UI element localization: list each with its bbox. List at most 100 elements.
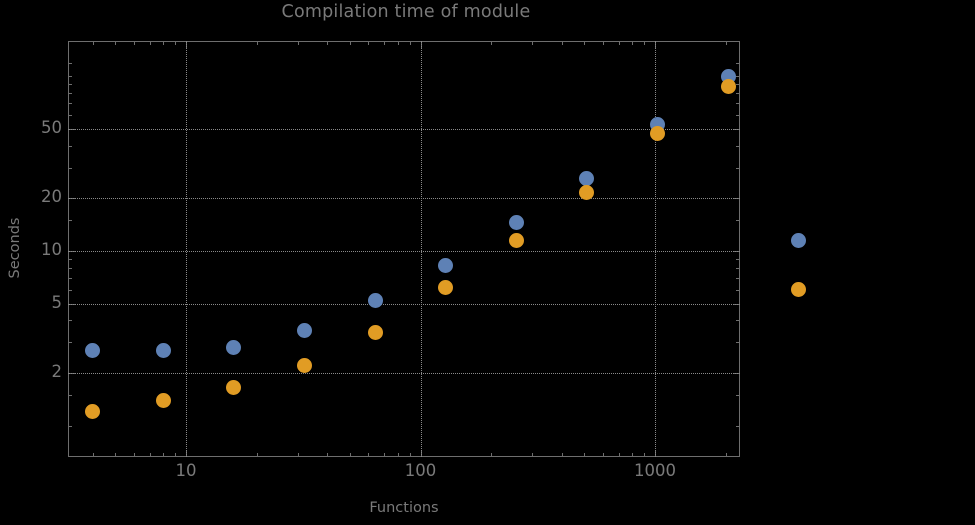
x-axis-minor-tick-top [409,41,411,45]
x-axis-minor-tick [532,453,534,457]
x-axis-minor-tick [133,453,135,457]
gridline-horizontal [68,128,740,130]
x-axis-minor-tick-top [175,41,177,45]
x-axis-minor-tick-top [618,41,620,45]
gridline-horizontal [68,251,740,252]
x-axis-minor-tick [384,453,386,457]
plot-frame [68,41,740,457]
data-point [296,323,312,339]
x-axis-minor-tick [175,453,177,457]
x-axis-minor-tick [149,453,151,457]
y-axis-minor-tick [68,62,72,64]
y-axis-minor-tick-right [736,93,740,95]
gridline-vertical [186,41,187,457]
x-axis-minor-tick-top [632,41,634,45]
data-point [155,392,171,408]
x-axis-minor-tick-top [644,41,646,45]
x-axis-minor-tick [561,453,563,457]
y-axis-minor-tick [68,394,72,396]
y-axis-tick-label: 20 [41,187,62,207]
y-axis-minor-tick-right [736,145,740,147]
y-axis-minor-tick [68,289,72,291]
y-axis-tick-label: 5 [51,292,63,312]
gridline-horizontal [68,373,740,375]
gridlines-layer [68,41,740,457]
data-point [720,78,736,94]
x-axis-minor-tick [115,453,117,457]
data-point [791,282,807,298]
x-axis-minor-tick-top [327,41,329,45]
x-axis-minor-tick [397,453,399,457]
data-point [226,380,242,396]
y-axis-minor-tick [68,167,72,169]
y-axis-minor-tick-right [736,342,740,344]
x-axis-minor-tick-top [602,41,604,45]
x-axis-minor-tick-top [491,41,493,45]
x-axis-minor-tick [602,453,604,457]
data-point [226,340,242,356]
x-axis-minor-tick-top [92,41,94,45]
x-axis-minor-tick [491,453,493,457]
data-point [508,215,524,231]
y-axis-minor-tick [68,425,72,427]
y-axis-tick-label: 10 [41,240,62,259]
y-axis-minor-tick-right [736,289,740,291]
gridline-horizontal [68,198,740,200]
y-axis-minor-tick-right [736,62,740,64]
gridline-vertical [420,41,422,457]
x-axis-minor-tick [368,453,370,457]
x-axis-minor-tick-top [133,41,135,45]
gridline-vertical [655,41,656,457]
y-axis-minor-tick-right [736,394,740,396]
y-axis-minor-tick [68,220,72,222]
y-axis-minor-tick [68,320,72,322]
x-axis-minor-tick-top [384,41,386,45]
x-axis-minor-tick [584,453,586,457]
y-axis-title: Seconds [7,217,23,279]
y-axis-tick-label: 2 [51,362,63,382]
y-axis-minor-tick [68,93,72,95]
x-axis-minor-tick [725,453,727,457]
chart-title: Compilation time of module [281,2,531,22]
data-point [85,404,101,420]
y-axis-minor-tick [68,342,72,344]
x-axis-tick-label: 10 [175,461,197,480]
y-axis-minor-tick-right [736,320,740,322]
y-axis-minor-tick-right [736,278,740,280]
data-point [296,358,312,374]
y-axis-minor-tick-right [736,258,740,260]
y-axis-minor-tick [68,103,72,105]
data-point [649,126,665,142]
data-point [438,279,454,295]
x-axis-minor-tick [618,453,620,457]
y-axis-tick-label: 50 [41,117,62,137]
y-axis-minor-tick-right [736,220,740,222]
y-axis-minor-tick-right [736,267,740,269]
data-point [579,185,595,201]
y-axis-minor-tick [68,76,72,78]
x-axis-title: Functions [369,500,439,516]
y-axis-minor-tick [68,145,72,147]
x-axis-minor-tick-top [297,41,299,45]
data-point [367,325,383,341]
x-axis-minor-tick-top [349,41,351,45]
y-axis-minor-tick [68,84,72,86]
x-axis-minor-tick-top [725,41,727,45]
x-axis-minor-tick [163,453,165,457]
data-point [367,293,383,309]
x-axis-minor-tick [297,453,299,457]
x-axis-minor-tick [327,453,329,457]
y-axis-minor-tick [68,267,72,269]
y-axis-minor-tick-right [736,84,740,86]
data-point [579,171,595,187]
y-axis-minor-tick [68,115,72,117]
x-axis-minor-tick [632,453,634,457]
x-axis-minor-tick-top [163,41,165,45]
data-point [438,257,454,273]
data-point [85,342,101,358]
y-axis-minor-tick [68,278,72,280]
x-axis-minor-tick [256,453,258,457]
data-point [791,232,807,248]
x-axis-tick-label: 1000 [634,461,676,480]
